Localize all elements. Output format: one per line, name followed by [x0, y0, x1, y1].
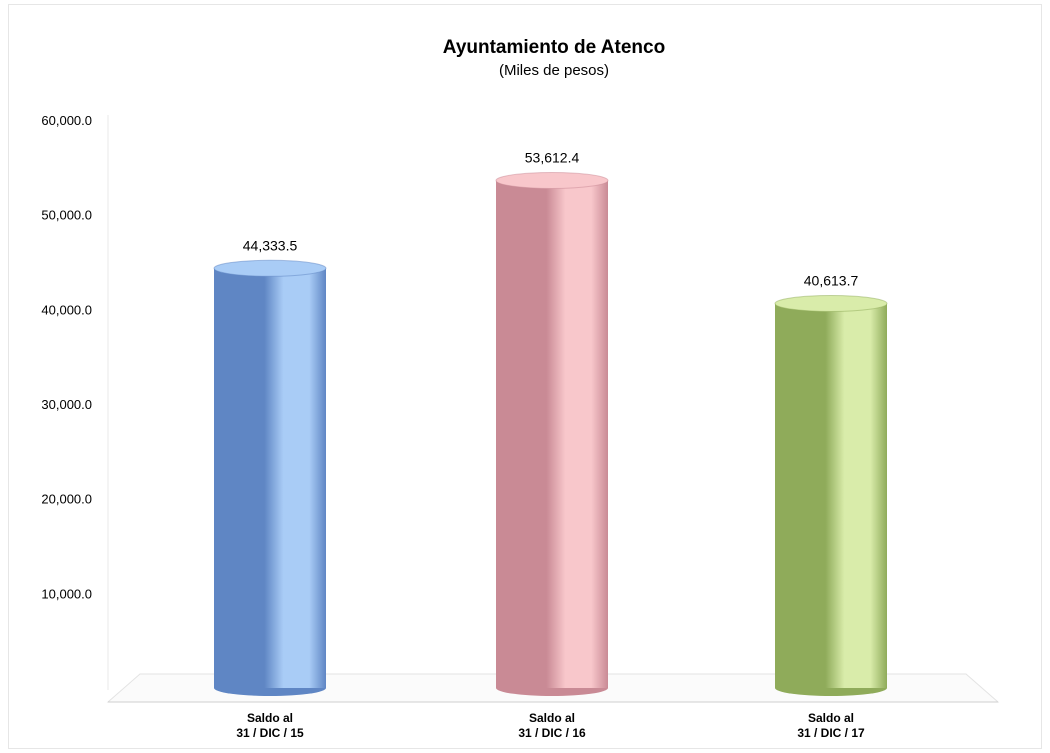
chart-frame	[8, 4, 1042, 749]
bar-body	[214, 268, 326, 688]
bar-top-cap	[213, 259, 327, 277]
data-label: 40,613.7	[804, 273, 859, 289]
x-category-label: Saldo al	[247, 711, 293, 725]
y-tick-label: 30,000.0	[41, 397, 92, 412]
bar-top-cap	[495, 171, 609, 189]
x-category-label: Saldo al	[808, 711, 854, 725]
y-tick-label: 50,000.0	[41, 208, 92, 223]
x-category-label: 31 / DIC / 17	[797, 726, 865, 740]
chart-subtitle: (Miles de pesos)	[499, 62, 609, 79]
y-tick-label: 40,000.0	[41, 302, 92, 317]
data-label: 44,333.5	[243, 237, 298, 253]
x-category-label: Saldo al	[529, 711, 575, 725]
chart-title: Ayuntamiento de Atenco	[443, 37, 665, 58]
x-category-label: 31 / DIC / 16	[518, 726, 586, 740]
y-tick-label: 20,000.0	[41, 492, 92, 507]
bar-1	[213, 259, 327, 696]
bar-2	[495, 171, 609, 696]
data-label: 53,612.4	[525, 149, 580, 165]
y-tick-label: 60,000.0	[41, 113, 92, 128]
x-category-label: 31 / DIC / 15	[236, 726, 304, 740]
bar-3	[774, 295, 888, 696]
bar-top-cap	[774, 295, 888, 313]
bar-body	[496, 180, 608, 688]
bar-body	[775, 303, 887, 688]
y-tick-label: 10,000.0	[41, 586, 92, 601]
